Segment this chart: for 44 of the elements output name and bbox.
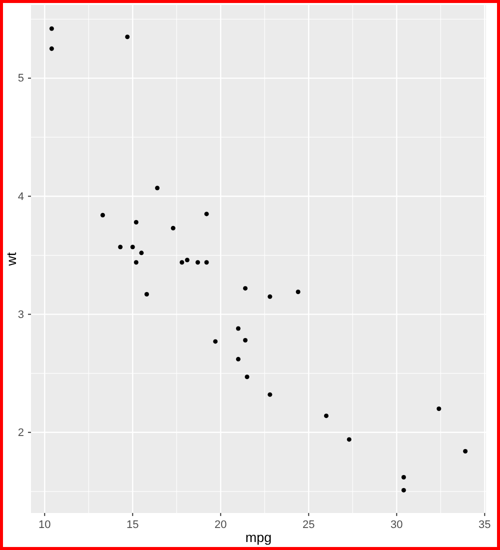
point (236, 326, 241, 331)
point (236, 356, 241, 362)
point (196, 260, 200, 265)
point (204, 260, 209, 265)
point (243, 286, 248, 291)
y-tick-label: 3 (18, 308, 24, 321)
y-tick-label: 4 (18, 190, 24, 203)
point (134, 260, 138, 265)
point (49, 26, 54, 31)
point (463, 449, 468, 454)
point (100, 212, 105, 218)
point (401, 488, 406, 492)
point (118, 244, 123, 250)
point (144, 292, 149, 296)
point (244, 374, 250, 380)
point (243, 338, 248, 343)
point (184, 258, 190, 262)
point (139, 250, 144, 256)
y-tick-label: 2 (18, 426, 24, 439)
point (204, 212, 209, 216)
point (134, 220, 138, 224)
x-tick-label: 30 (390, 518, 403, 531)
y-tick-label: 5 (18, 72, 24, 85)
x-tick-label: 25 (302, 518, 315, 531)
point (436, 406, 442, 412)
point (170, 226, 176, 230)
y-axis-title: wt (4, 252, 19, 267)
point (296, 290, 300, 294)
x-tick-label: 35 (478, 518, 491, 531)
x-tick-label: 10 (38, 518, 51, 531)
point (180, 260, 184, 265)
x-tick-label: 15 (126, 518, 139, 531)
point (401, 474, 406, 480)
point (213, 339, 218, 344)
point (130, 244, 135, 250)
point (49, 46, 54, 51)
x-axis-title: mpg (245, 530, 272, 545)
x-tick-label: 20 (214, 518, 227, 531)
point (346, 437, 352, 442)
point (155, 186, 160, 190)
point (268, 294, 272, 299)
point (125, 34, 130, 40)
point (324, 414, 329, 418)
point (268, 392, 272, 397)
